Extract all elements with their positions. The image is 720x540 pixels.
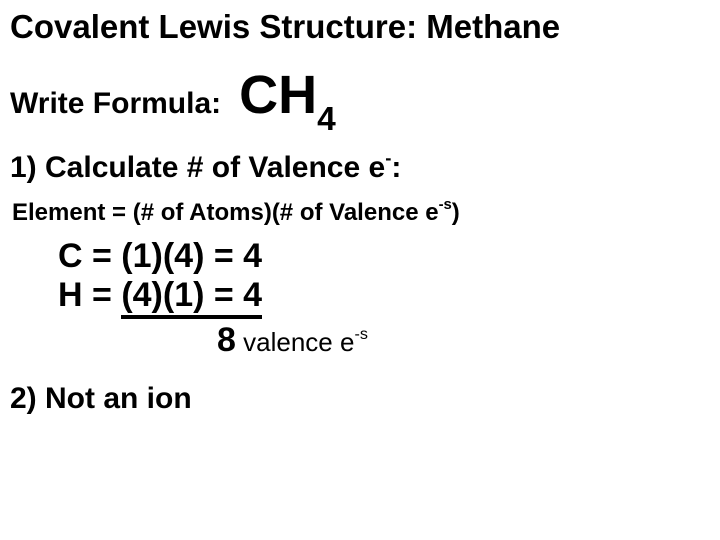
calc-h-prefix: H = (58, 276, 121, 314)
total-label-sup: -s (354, 325, 367, 343)
calc-hydrogen: H = (4)(1) = 4 (58, 276, 710, 319)
step1-prefix: 1) Calculate # of Valence e (10, 151, 385, 184)
element-formula-sup: -s (439, 197, 452, 213)
step-1-heading: 1) Calculate # of Valence e-: (10, 149, 710, 185)
slide-title: Covalent Lewis Structure: Methane (10, 8, 710, 46)
formula-subscript: 4 (317, 101, 336, 138)
step1-sup: - (385, 147, 391, 168)
total-value: 8 (217, 321, 236, 359)
element-formula: Element = (# of Atoms)(# of Valence e-s) (12, 199, 710, 227)
calculation-block: C = (1)(4) = 4 H = (4)(1) = 4 (58, 237, 710, 319)
total-label: valence e-s (236, 327, 368, 357)
total-row: 8 valence e-s (217, 321, 710, 360)
total-label-prefix: valence e (236, 327, 355, 357)
formula-base: CH (239, 65, 317, 125)
calc-carbon: C = (1)(4) = 4 (58, 237, 710, 276)
formula-row: Write Formula: CH4 (10, 68, 710, 131)
element-formula-prefix: Element = (# of Atoms)(# of Valence e (12, 199, 439, 226)
element-formula-suffix: ) (452, 199, 460, 226)
step-2-heading: 2) Not an ion (10, 382, 710, 416)
calc-h-underlined: (4)(1) = 4 (121, 276, 262, 319)
step1-suffix: : (391, 151, 401, 184)
formula-value: CH4 (239, 68, 336, 131)
formula-label: Write Formula: (10, 87, 221, 121)
